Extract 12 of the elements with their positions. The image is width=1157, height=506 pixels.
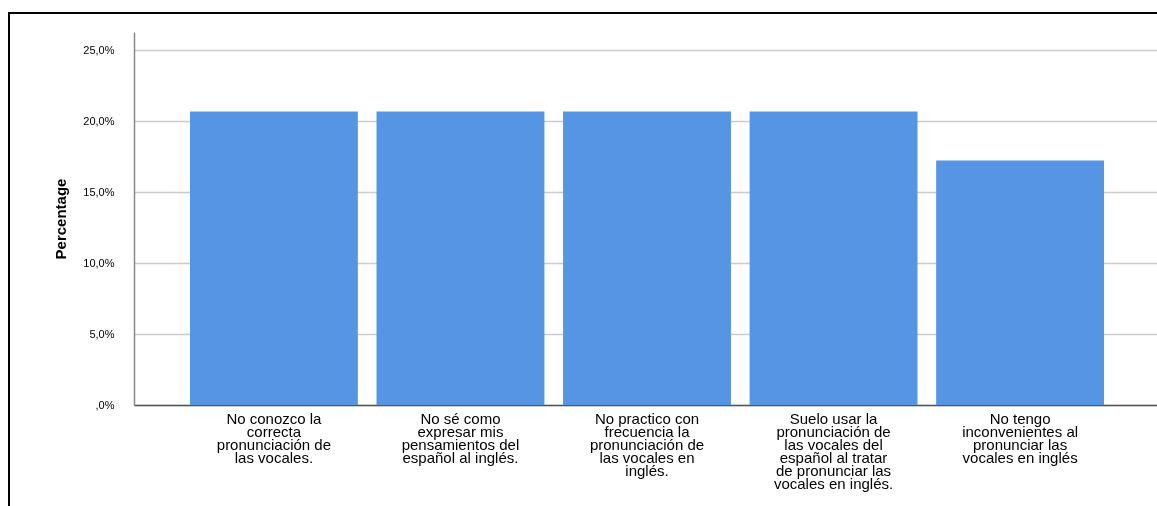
y-tick-label: 20,0%	[83, 114, 115, 127]
x-tick-label: No tengo inconvenientes al pronunciar las vocales en inglés	[962, 409, 1079, 466]
x-tick-label: No sé como expresar mis pensamientos del español al inglés.	[401, 409, 520, 466]
y-tick-label: 10,0%	[83, 256, 115, 269]
y-tick-label: 5,0%	[89, 327, 115, 340]
y-axis-title: Percentage	[52, 178, 70, 260]
x-tick-label: No conozco la correcta pronunciación de las vocales.	[216, 409, 332, 466]
y-tick-label: ,0%	[95, 398, 115, 411]
x-tick-label: No practico con frecuencia la pronunciación de las vocales en inglés.	[589, 409, 705, 479]
y-tick-label: 25,0%	[83, 43, 115, 56]
y-tick-label: 15,0%	[83, 185, 115, 198]
x-tick-label: Suelo usar la pronunciación de las vocales del español al tratar de pronunciar las vocales en inglés.	[773, 409, 894, 492]
